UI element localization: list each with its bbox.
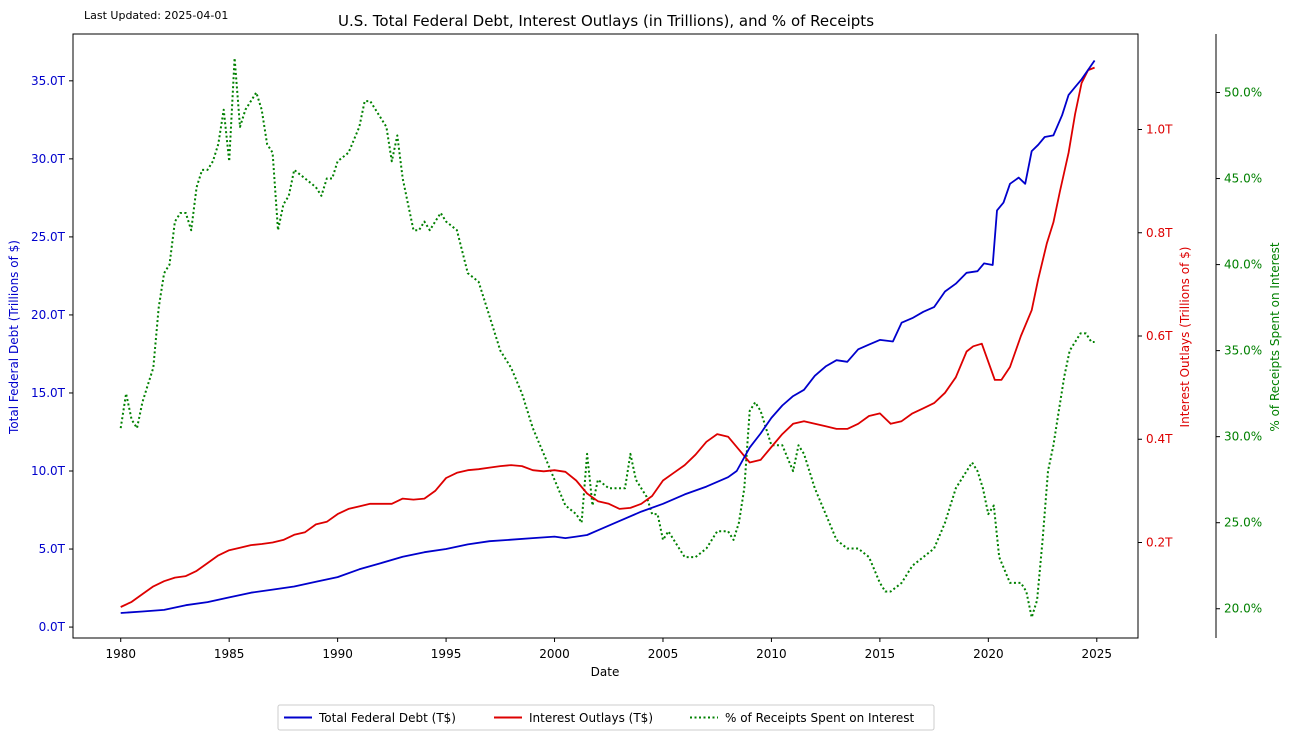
x-tick-label: 2015 — [865, 647, 896, 661]
outer-right-axis-label: % of Receipts Spent on Interest — [1268, 242, 1282, 432]
x-tick-label: 1985 — [214, 647, 245, 661]
x-tick-label: 2010 — [756, 647, 787, 661]
outer-right-tick-label: 35.0% — [1224, 344, 1262, 358]
right-tick-label: 0.6T — [1146, 329, 1173, 343]
left-tick-label: 15.0T — [31, 386, 66, 400]
right-axis-ticks: 0.2T 0.4T 0.6T 0.8T 1.0T — [1138, 123, 1173, 549]
left-tick-label: 35.0T — [31, 74, 66, 88]
left-tick-label: 30.0T — [31, 152, 66, 166]
series-line-interest — [120, 66, 1095, 608]
series-line-debt — [120, 59, 1096, 614]
outer-right-tick-label: 45.0% — [1224, 172, 1262, 186]
legend-label-debt: Total Federal Debt (T$) — [318, 711, 456, 725]
left-axis-label: Total Federal Debt (Trillions of $) — [7, 240, 21, 435]
last-updated-annotation: Last Updated: 2025-04-01 — [84, 9, 228, 22]
right-tick-label: 0.2T — [1146, 535, 1173, 549]
right-tick-label: 0.8T — [1146, 226, 1173, 240]
right-axis-label: Interest Outlays (Trillions of $) — [1178, 247, 1192, 428]
left-tick-label: 25.0T — [31, 230, 66, 244]
x-tick-label: 1990 — [322, 647, 353, 661]
x-tick-label: 1980 — [105, 647, 136, 661]
x-tick-label: 2020 — [973, 647, 1004, 661]
legend: Total Federal Debt (T$) Interest Outlays… — [277, 704, 935, 731]
x-axis-ticks: 1980 1985 1990 1995 2000 2005 2010 2015 2020 2025 — [105, 638, 1112, 661]
legend-label-interest: Interest Outlays (T$) — [529, 711, 653, 725]
x-tick-label: 2025 — [1082, 647, 1113, 661]
outer-right-tick-label: 25.0% — [1224, 516, 1262, 530]
outer-right-tick-label: 20.0% — [1224, 602, 1262, 616]
series-layer — [119, 57, 1096, 619]
chart-title: U.S. Total Federal Debt, Interest Outlay… — [338, 12, 874, 30]
x-tick-label: 1995 — [431, 647, 462, 661]
x-tick-label: 2005 — [648, 647, 679, 661]
right-tick-label: 0.4T — [1146, 432, 1173, 446]
legend-box — [277, 704, 935, 731]
left-tick-label: 10.0T — [31, 464, 66, 478]
series-line-percent — [119, 57, 1095, 619]
left-tick-label: 5.0T — [39, 542, 66, 556]
left-axis-ticks: 0.0T 5.0T 10.0T 15.0T 20.0T 25.0T 30.0T 35.0T — [31, 74, 73, 634]
outer-right-axis-ticks: 20.0% 25.0% 30.0% 35.0% 40.0% 45.0% 50.0% — [1216, 86, 1262, 616]
outer-right-tick-label: 40.0% — [1224, 258, 1262, 272]
outer-right-tick-label: 30.0% — [1224, 430, 1262, 444]
plot-frame — [72, 33, 1139, 639]
left-tick-label: 20.0T — [31, 308, 66, 322]
left-tick-label: 0.0T — [39, 620, 66, 634]
legend-label-percent: % of Receipts Spent on Interest — [725, 711, 915, 725]
x-tick-label: 2000 — [539, 647, 570, 661]
outer-right-tick-label: 50.0% — [1224, 86, 1262, 100]
x-axis-label: Date — [591, 665, 620, 679]
right-tick-label: 1.0T — [1146, 123, 1173, 137]
